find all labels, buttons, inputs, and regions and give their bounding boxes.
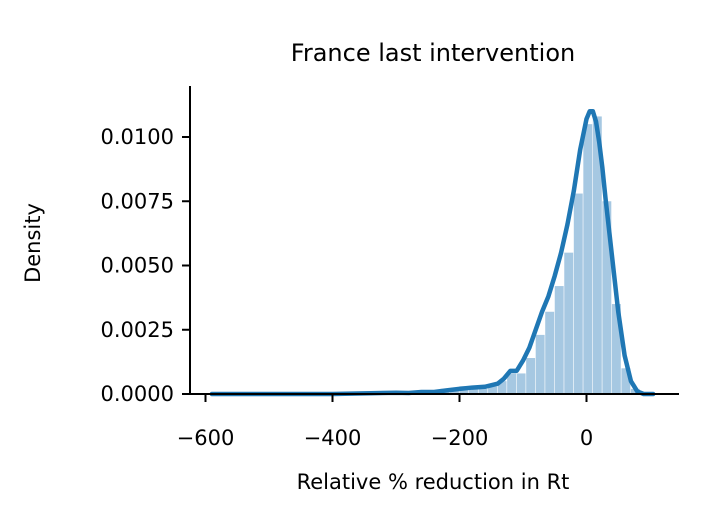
histogram-bar	[478, 388, 488, 394]
x-tick-label: −200	[431, 426, 489, 450]
histogram-bar	[583, 124, 593, 395]
x-axis-ticks: −600 −400 −200 0	[177, 394, 593, 450]
histogram-bar	[497, 381, 507, 394]
y-tick-label: 0.0100	[101, 125, 174, 149]
histogram-bar	[516, 373, 526, 394]
kde-line	[209, 109, 656, 397]
histogram-bar	[564, 252, 574, 394]
histogram-bar	[573, 193, 583, 394]
histogram-bar	[602, 201, 612, 394]
y-tick-label: 0.0025	[101, 318, 174, 342]
y-axis-ticks: 0.0000 0.0025 0.0050 0.0075 0.0100	[101, 125, 190, 406]
x-axis-label: Relative % reduction in Rt	[297, 470, 570, 494]
histogram-bar	[507, 373, 517, 394]
y-axis-label: Density	[21, 203, 45, 283]
histogram-bar	[469, 386, 478, 394]
histogram-bar	[611, 304, 621, 394]
histogram-bar	[535, 334, 545, 394]
x-tick-label: −400	[304, 426, 362, 450]
x-tick-label: 0	[580, 426, 593, 450]
histogram-bar	[545, 311, 555, 394]
y-tick-label: 0.0000	[101, 382, 174, 406]
y-tick-label: 0.0050	[101, 254, 174, 278]
histogram-bar	[526, 358, 536, 394]
histogram	[421, 116, 640, 395]
histogram-bar	[554, 286, 564, 394]
histogram-bar	[488, 386, 497, 394]
histogram-bar	[621, 368, 631, 394]
chart-title: France last intervention	[291, 39, 575, 67]
x-tick-label: −600	[177, 426, 235, 450]
y-tick-label: 0.0075	[101, 189, 174, 213]
histogram-bar	[592, 116, 602, 394]
plot-area	[209, 109, 656, 397]
